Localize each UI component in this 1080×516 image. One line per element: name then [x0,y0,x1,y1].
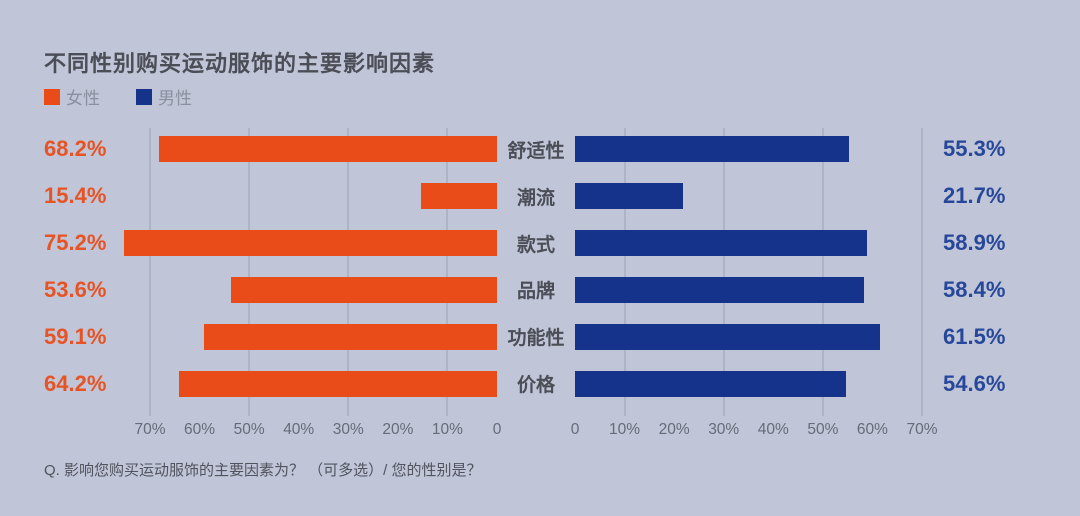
legend-label-female: 女性 [66,89,100,108]
chart-title: 不同性别购买运动服饰的主要影响因素 [44,51,436,76]
female-bar [231,276,497,303]
right-axis-tick: 40% [757,421,789,438]
male-bar [575,136,850,163]
female-value-label: 53.6% [44,276,107,302]
female-bar [158,136,497,163]
male-plot-cell [575,267,922,314]
chart-row: 64.2% 价格 54.6% [0,360,1080,407]
left-axis-tick: 30% [332,421,364,438]
category-label: 品牌 [516,281,555,303]
female-value-label: 68.2% [44,136,107,162]
category-label: 价格 [516,375,555,397]
female-bar [204,323,497,350]
legend-item-male: 男性 [136,84,192,109]
female-bar [178,370,497,397]
female-value-label: 64.2% [44,370,107,396]
gridline [248,128,251,416]
right-axis-tick: 20% [658,421,690,438]
female-plot-cell [150,267,497,314]
male-plot-cell [575,360,922,407]
male-value-label: 55.3% [943,136,1006,162]
gridline [821,128,824,416]
right-axis-tick: 60% [856,421,888,438]
category-label: 款式 [516,234,555,256]
female-plot-cell [150,313,497,360]
male-value-label: 54.6% [943,370,1006,396]
female-plot-cell [150,126,497,173]
left-axis-tick: 60% [184,421,216,438]
left-axis-tick: 0 [492,421,502,438]
male-bar [575,183,683,210]
left-axis-tick: 20% [382,421,414,438]
female-bar [124,230,497,257]
legend-label-male: 男性 [158,89,192,108]
left-axis-tick: 50% [233,421,265,438]
male-plot-cell [575,126,922,173]
legend-item-female: 女性 [44,84,100,109]
gridline [623,128,626,416]
right-axis-tick: 0 [570,421,580,438]
chart-row: 59.1% 功能性 61.5% [0,313,1080,360]
female-value-label: 15.4% [44,183,107,209]
right-axis-tick: 50% [807,421,839,438]
gridline [722,128,725,416]
footnote: Q. 影响您购买运动服饰的主要因素为？ （可多选）/ 您的性别是？ [44,462,482,479]
chart-row: 68.2% 舒适性 55.3% [0,126,1080,173]
male-plot-cell [575,220,922,267]
category-label: 功能性 [507,328,565,350]
chart-row: 53.6% 品牌 58.4% [0,267,1080,314]
gridline [347,128,350,416]
gridline [446,128,449,416]
chart-body: 68.2% 舒适性 55.3% 15.4% 潮流 21.7% 75.2% 款式 58.9% 53.… [0,126,1080,416]
female-value-label: 75.2% [44,230,107,256]
left-axis-tick: 10% [431,421,463,438]
legend: 女性 男性 [44,84,192,109]
male-plot-cell [575,173,922,220]
male-value-label: 61.5% [943,323,1006,349]
male-bar [575,323,880,350]
female-plot-cell [150,360,497,407]
gridline [149,128,151,416]
female-value-label: 59.1% [44,323,107,349]
male-value-label: 21.7% [943,183,1006,209]
right-axis-tick: 30% [708,421,740,438]
left-axis-tick: 40% [283,421,315,438]
gridline [921,128,923,416]
category-label: 潮流 [516,187,555,209]
male-bar [575,276,865,303]
male-plot-cell [575,313,922,360]
chart-row: 75.2% 款式 58.9% [0,220,1080,267]
male-bar [575,370,846,397]
female-plot-cell [150,173,497,220]
left-axis-tick: 70% [134,421,166,438]
female-swatch-icon [44,88,60,105]
female-plot-cell [124,220,497,267]
male-swatch-icon [136,88,152,105]
male-value-label: 58.9% [943,230,1006,256]
category-label: 舒适性 [507,140,565,162]
male-value-label: 58.4% [943,276,1006,302]
right-axis-tick: 10% [609,421,641,438]
chart-row: 15.4% 潮流 21.7% [0,173,1080,220]
axis: 70% 60% 50% 40% 30% 20% 10% 0 0 10% 20% 30% 40% 50% 60… [0,420,1080,440]
female-bar [420,183,497,210]
male-bar [575,230,867,257]
right-axis-tick: 70% [906,421,938,438]
